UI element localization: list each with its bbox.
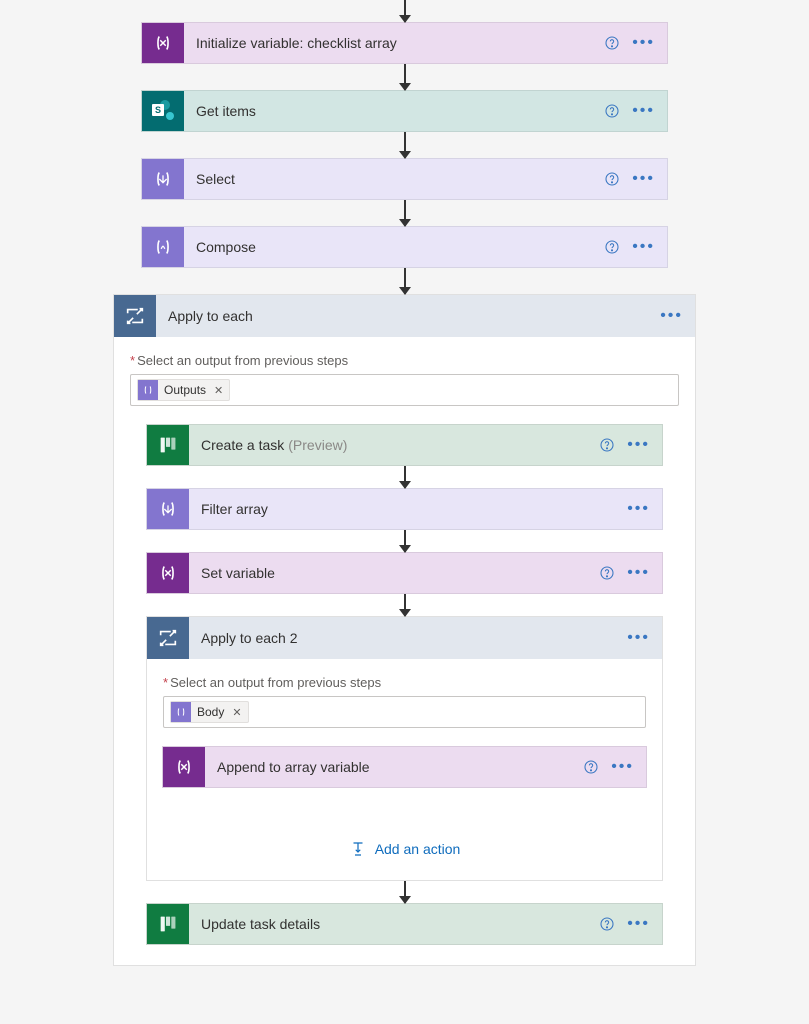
help-icon[interactable] (599, 916, 615, 932)
step-select[interactable]: Select ••• (141, 158, 668, 200)
token-icon (138, 380, 158, 400)
sharepoint-letter: S (152, 104, 164, 116)
step-set-variable[interactable]: Set variable ••• (146, 552, 663, 594)
connector-arrow (404, 0, 406, 22)
step-compose[interactable]: Compose ••• (141, 226, 668, 268)
more-menu-icon[interactable]: ••• (627, 565, 650, 581)
step-title: Get items (196, 103, 256, 119)
more-menu-icon[interactable]: ••• (611, 759, 634, 775)
step-title: Compose (196, 239, 256, 255)
more-menu-icon[interactable]: ••• (660, 308, 683, 324)
step-initialize-variable[interactable]: Initialize variable: checklist array ••• (141, 22, 668, 64)
loop-title: Apply to each 2 (201, 630, 298, 646)
token-label: Body (197, 705, 224, 719)
help-icon[interactable] (583, 759, 599, 775)
flow-root: Initialize variable: checklist array •••… (0, 0, 809, 966)
planner-icon (147, 904, 189, 944)
more-menu-icon[interactable]: ••• (632, 103, 655, 119)
step-title: Set variable (201, 565, 275, 581)
connector-arrow (404, 881, 406, 903)
step-filter-array[interactable]: Filter array ••• (146, 488, 663, 530)
loop-title: Apply to each (168, 308, 253, 324)
help-icon[interactable] (599, 565, 615, 581)
connector-arrow (404, 594, 406, 616)
token-icon (171, 702, 191, 722)
help-icon[interactable] (604, 171, 620, 187)
planner-icon (147, 425, 189, 465)
step-title: Update task details (201, 916, 320, 932)
step-title: Filter array (201, 501, 268, 517)
help-icon[interactable] (604, 35, 620, 51)
step-create-task[interactable]: Create a task (Preview) ••• (146, 424, 663, 466)
field-label: *Select an output from previous steps (163, 675, 646, 690)
step-append-to-array[interactable]: Append to array variable ••• (162, 746, 647, 788)
loop-header[interactable]: Apply to each ••• (114, 295, 695, 337)
help-icon[interactable] (604, 239, 620, 255)
token-remove-icon[interactable]: ✕ (232, 706, 241, 719)
step-title: Select (196, 171, 235, 187)
loop-icon (114, 295, 156, 337)
more-menu-icon[interactable]: ••• (627, 437, 650, 453)
more-menu-icon[interactable]: ••• (632, 35, 655, 51)
filter-icon (147, 489, 189, 529)
field-label: *Select an output from previous steps (130, 353, 679, 368)
compose-icon (142, 227, 184, 267)
more-menu-icon[interactable]: ••• (627, 501, 650, 517)
select-icon (142, 159, 184, 199)
add-action-label: Add an action (375, 841, 461, 857)
step-title: Append to array variable (217, 759, 370, 775)
variable-icon (163, 747, 205, 787)
add-action-icon (349, 838, 367, 860)
step-update-task-details[interactable]: Update task details ••• (146, 903, 663, 945)
more-menu-icon[interactable]: ••• (627, 630, 650, 646)
step-get-items[interactable]: S Get items ••• (141, 90, 668, 132)
token-label: Outputs (164, 383, 206, 397)
sharepoint-icon: S (142, 91, 184, 131)
token-outputs[interactable]: Outputs ✕ (137, 379, 230, 401)
connector-arrow (404, 268, 406, 294)
help-icon[interactable] (599, 437, 615, 453)
connector-arrow (404, 132, 406, 158)
more-menu-icon[interactable]: ••• (632, 171, 655, 187)
loop-apply-to-each-2: Apply to each 2 ••• *Select an output fr… (146, 616, 663, 881)
add-action-button[interactable]: Add an action (349, 838, 461, 860)
variable-icon (147, 553, 189, 593)
token-remove-icon[interactable]: ✕ (214, 384, 223, 397)
help-icon[interactable] (604, 103, 620, 119)
preview-suffix: (Preview) (288, 437, 347, 453)
connector-arrow (404, 64, 406, 90)
output-selector-input[interactable]: Body ✕ (163, 696, 646, 728)
more-menu-icon[interactable]: ••• (632, 239, 655, 255)
step-title: Create a task (201, 437, 284, 453)
loop-apply-to-each: Apply to each ••• *Select an output from… (113, 294, 696, 966)
step-title: Initialize variable: checklist array (196, 35, 397, 51)
connector-arrow (404, 530, 406, 552)
variable-icon (142, 23, 184, 63)
loop-icon (147, 617, 189, 659)
more-menu-icon[interactable]: ••• (627, 916, 650, 932)
token-body[interactable]: Body ✕ (170, 701, 249, 723)
connector-arrow (404, 200, 406, 226)
loop-header[interactable]: Apply to each 2 ••• (147, 617, 662, 659)
connector-arrow (404, 466, 406, 488)
output-selector-input[interactable]: Outputs ✕ (130, 374, 679, 406)
